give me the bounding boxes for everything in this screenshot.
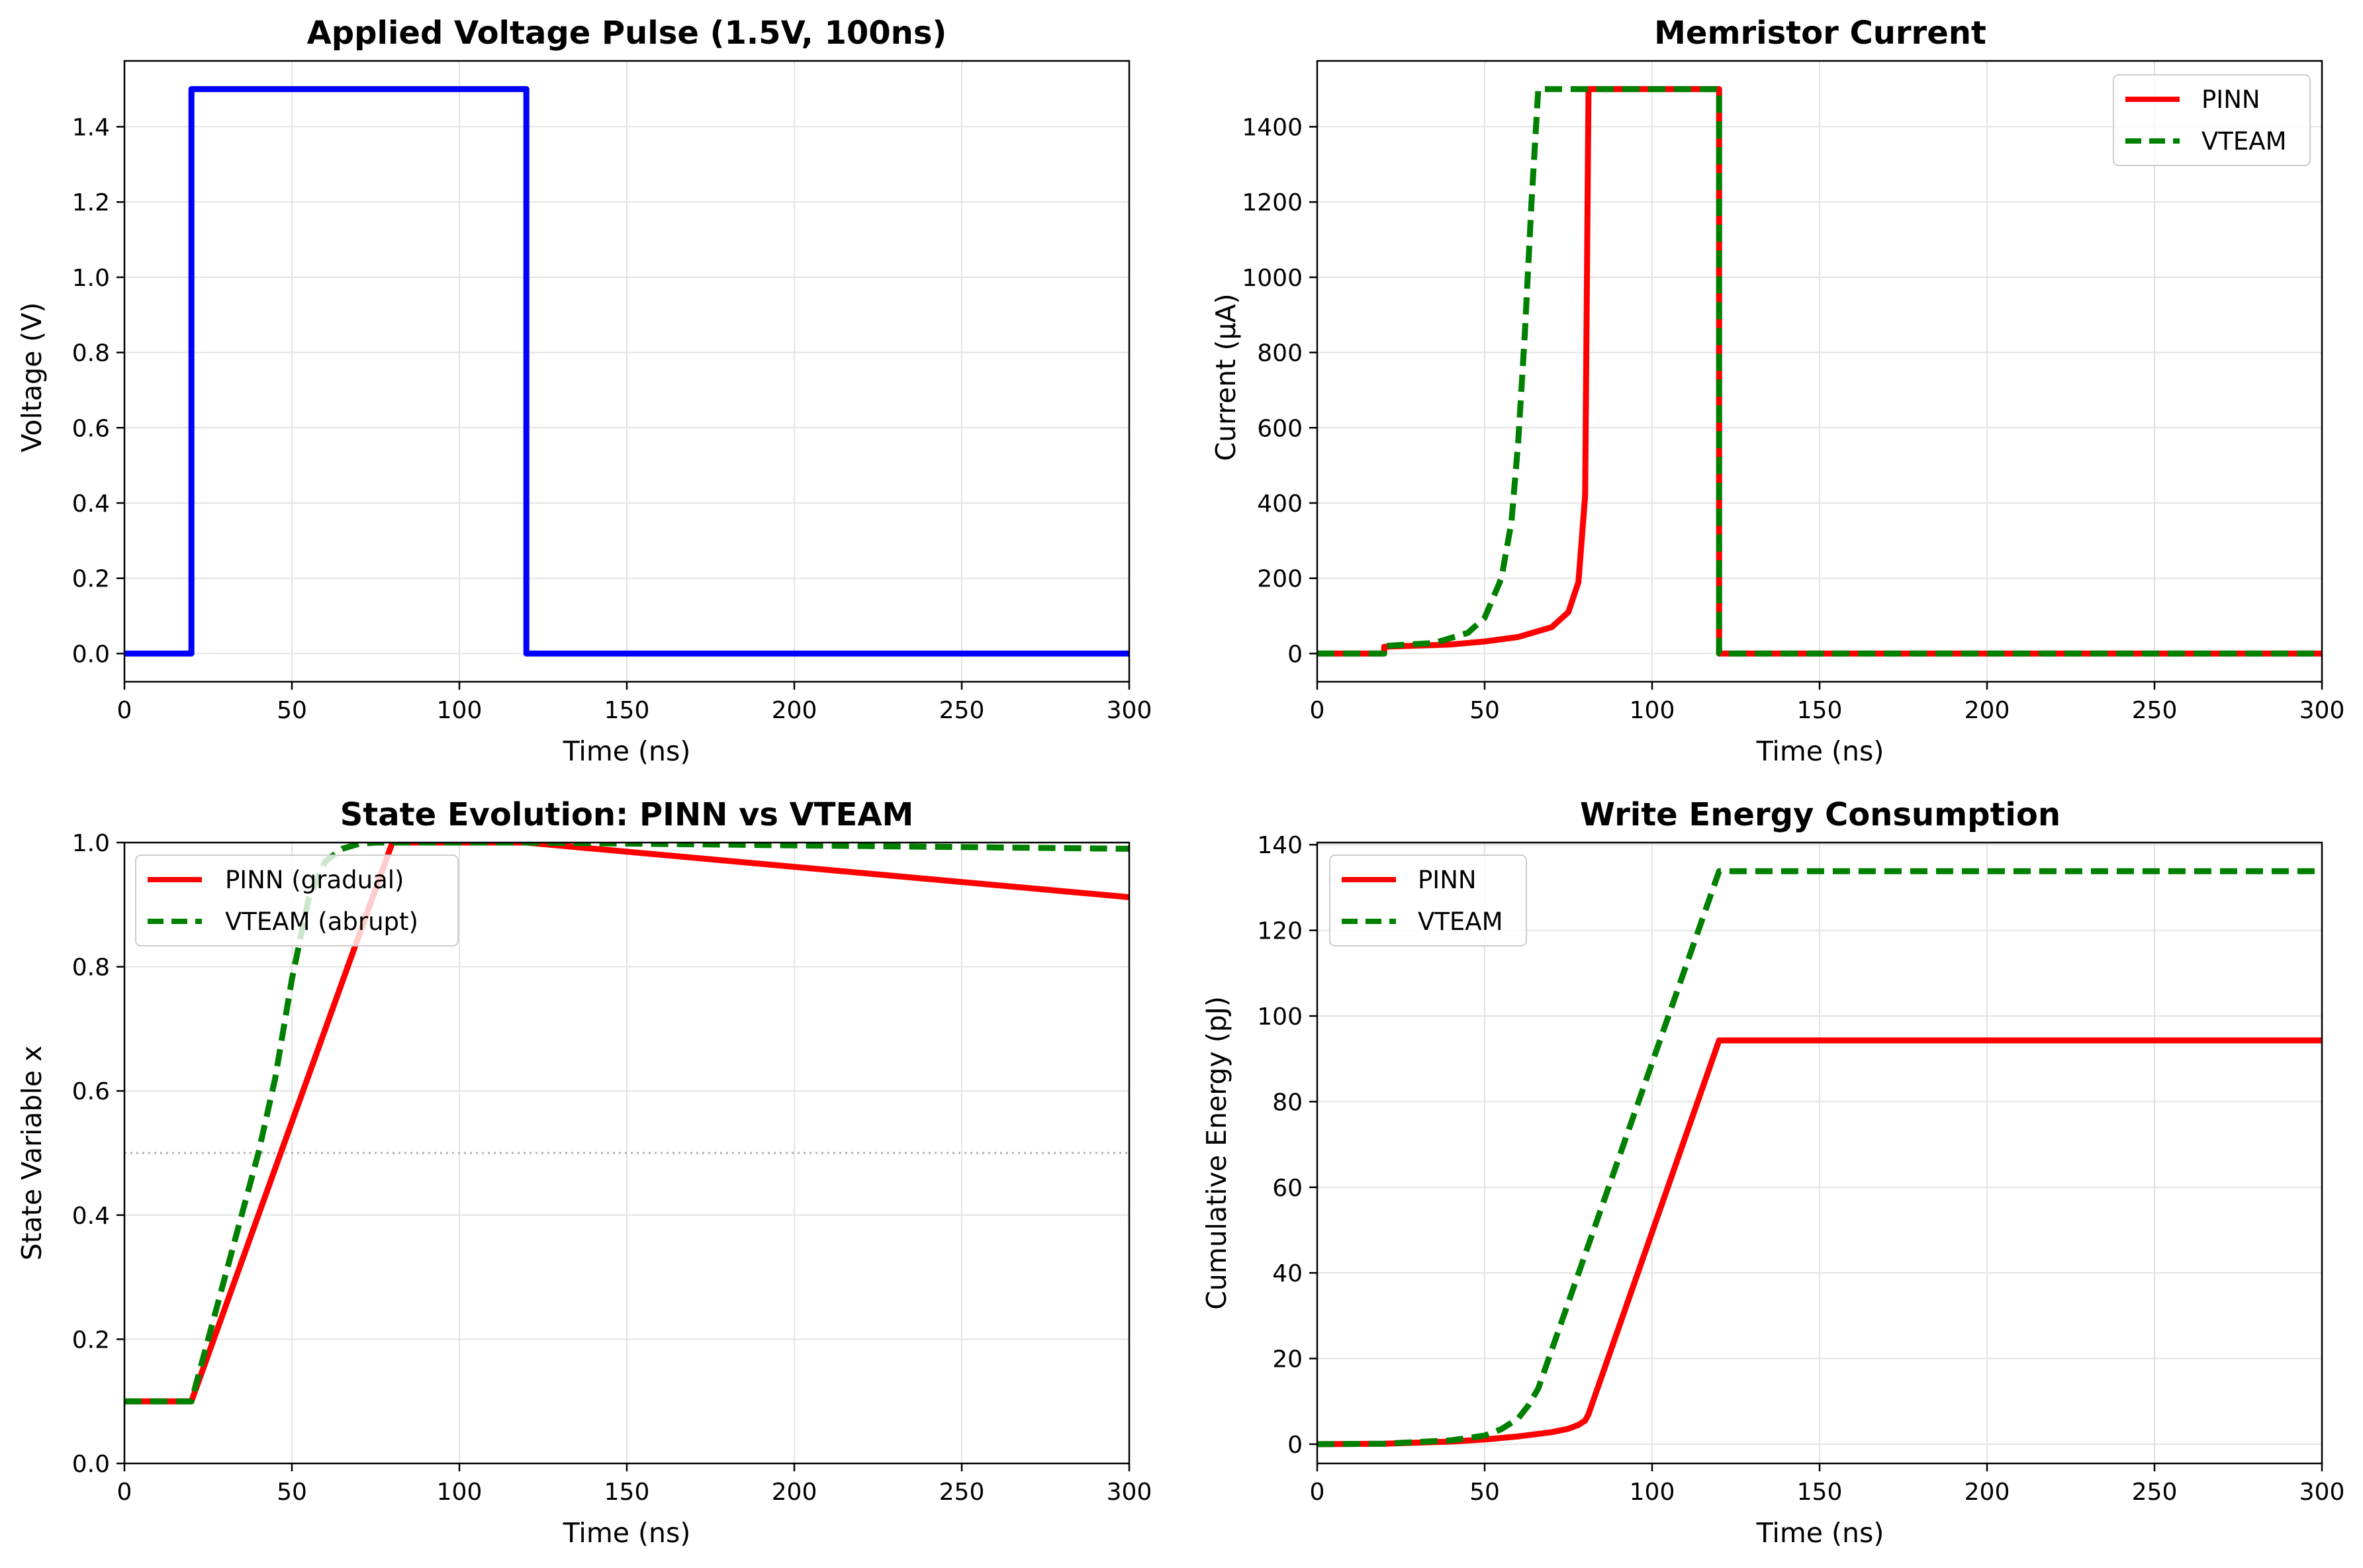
energy-ytick-label-7: 140 — [1257, 832, 1303, 859]
current-ytick-label-6: 1200 — [1242, 189, 1303, 216]
current-ytick-label-3: 600 — [1257, 415, 1303, 442]
state-title: State Evolution: PINN vs VTEAM — [340, 796, 914, 833]
energy-ytick-label-6: 120 — [1257, 918, 1303, 945]
voltage-plot-area: 0 50 100 150 200 250 300 0.0 0.2 0.4 0.6 0.8 1.0 1.2 1… — [72, 60, 1152, 724]
voltage-xtick-label-6: 300 — [1107, 697, 1152, 724]
voltage-xtick-label-4: 200 — [772, 697, 817, 724]
voltage-series-0-line — [124, 86, 1129, 657]
state-ytick-label-0: 0.0 — [72, 1451, 110, 1478]
current-xtick-label-1: 50 — [1469, 697, 1500, 724]
energy-xtick-label-6: 300 — [2299, 1479, 2345, 1506]
current-ylabel: Current (µA) — [1210, 293, 1242, 461]
voltage-xtick-label-3: 150 — [604, 697, 650, 724]
state-legend-pinn-label: PINN (gradual) — [225, 866, 404, 894]
energy-legend-pinn-label: PINN — [1418, 866, 1477, 894]
current-xtick-label-3: 150 — [1797, 697, 1843, 724]
voltage-ytick-label-3: 0.6 — [72, 415, 110, 442]
panel-energy: 0 50 100 150 200 250 300 0 20 40 60 80 100 120 140 Wri… — [1201, 796, 2344, 1549]
current-series-vteam-line — [1317, 86, 2322, 657]
panel-voltage: 0 50 100 150 200 250 300 0.0 0.2 0.4 0.6 0.8 1.0 1.2 1… — [16, 15, 1152, 767]
energy-xtick-label-0: 0 — [1310, 1479, 1325, 1506]
current-ytick-label-1: 200 — [1257, 566, 1303, 593]
state-legend: PINN (gradual) VTEAM (abrupt) — [135, 854, 459, 946]
current-legend-pinn-label: PINN — [2201, 85, 2260, 114]
voltage-ytick-label-0: 0.0 — [72, 641, 110, 668]
state-legend-vteam-label: VTEAM (abrupt) — [225, 907, 418, 936]
energy-legend-vteam-label: VTEAM — [1418, 907, 1503, 936]
voltage-xtick-label-5: 250 — [939, 697, 985, 724]
state-legend-frame — [135, 854, 459, 946]
energy-title: Write Energy Consumption — [1580, 796, 2061, 833]
energy-xtick-label-5: 250 — [2132, 1479, 2178, 1506]
energy-xtick-label-4: 200 — [1965, 1479, 2010, 1506]
state-series-pinn-gradual-line — [124, 843, 1129, 1405]
state-ytick-label-5: 1.0 — [72, 830, 110, 857]
energy-series-vteam-line — [1317, 868, 2322, 1448]
energy-ytick-label-1: 20 — [1272, 1346, 1303, 1373]
voltage-xtick-label-2: 100 — [437, 697, 483, 724]
voltage-ylabel: Voltage (V) — [16, 302, 48, 453]
state-xtick-label-4: 200 — [772, 1479, 817, 1506]
state-xtick-label-6: 300 — [1107, 1479, 1152, 1506]
current-ytick-label-7: 1400 — [1242, 114, 1303, 141]
energy-ytick-label-4: 80 — [1272, 1089, 1303, 1116]
panel-state: 0 50 100 150 200 250 300 0.0 0.2 0.4 0.6 0.8 1.0 Sta… — [16, 796, 1152, 1549]
energy-xlabel: Time (ns) — [1756, 1517, 1884, 1549]
current-xtick-label-2: 100 — [1630, 697, 1675, 724]
voltage-ytick-label-5: 1.0 — [72, 265, 110, 292]
energy-series-pinn-line — [1317, 1037, 2322, 1448]
current-xlabel: Time (ns) — [1756, 735, 1884, 767]
energy-ytick-label-2: 40 — [1272, 1260, 1303, 1287]
current-title: Memristor Current — [1654, 15, 1986, 52]
energy-ytick-label-5: 100 — [1257, 1003, 1303, 1031]
current-legend-vteam-label: VTEAM — [2201, 127, 2287, 156]
state-xtick-label-1: 50 — [277, 1479, 307, 1506]
state-ytick-label-1: 0.2 — [72, 1326, 110, 1354]
state-ytick-label-3: 0.6 — [72, 1078, 110, 1105]
state-plot-area: 0 50 100 150 200 250 300 0.0 0.2 0.4 0.6 0.8 1.0 — [72, 830, 1152, 1506]
current-ytick-label-5: 1000 — [1242, 265, 1303, 292]
state-ylabel: State Variable x — [16, 1046, 48, 1261]
energy-ylabel: Cumulative Energy (pJ) — [1201, 996, 1232, 1310]
state-xtick-label-5: 250 — [939, 1479, 985, 1506]
energy-ytick-label-3: 60 — [1272, 1175, 1303, 1202]
current-ytick-label-4: 800 — [1257, 340, 1303, 367]
voltage-ytick-label-2: 0.4 — [72, 490, 110, 518]
voltage-ytick-label-6: 1.2 — [72, 189, 110, 216]
current-ytick-label-2: 400 — [1257, 490, 1303, 518]
voltage-ytick-label-4: 0.8 — [72, 340, 110, 367]
current-xtick-label-0: 0 — [1310, 697, 1325, 724]
state-ytick-label-2: 0.4 — [72, 1203, 110, 1230]
state-xtick-label-0: 0 — [117, 1479, 132, 1506]
current-xtick-label-4: 200 — [1965, 697, 2010, 724]
panel-current: 0 50 100 150 200 250 300 0 200 400 600 800 1000 1200 1… — [1210, 15, 2344, 767]
current-legend: PINN VTEAM — [2113, 74, 2311, 166]
energy-xtick-label-3: 150 — [1797, 1479, 1843, 1506]
voltage-xlabel: Time (ns) — [563, 735, 691, 767]
state-xtick-label-2: 100 — [437, 1479, 483, 1506]
current-plot-area: 0 50 100 150 200 250 300 0 200 400 600 800 1000 1200 1… — [1242, 60, 2345, 724]
current-xtick-label-6: 300 — [2299, 697, 2345, 724]
energy-legend: PINN VTEAM — [1329, 854, 1527, 946]
state-ytick-label-4: 0.8 — [72, 954, 110, 982]
state-xtick-label-3: 150 — [604, 1479, 650, 1506]
voltage-ytick-label-1: 0.2 — [72, 566, 110, 593]
energy-xtick-label-2: 100 — [1630, 1479, 1675, 1506]
current-ytick-label-0: 0 — [1287, 641, 1303, 668]
voltage-ytick-label-7: 1.4 — [72, 114, 110, 141]
state-xlabel: Time (ns) — [563, 1517, 691, 1549]
voltage-xtick-label-1: 50 — [277, 697, 307, 724]
current-xtick-label-5: 250 — [2132, 697, 2178, 724]
energy-ytick-label-0: 0 — [1287, 1432, 1303, 1459]
voltage-title: Applied Voltage Pulse (1.5V, 100ns) — [307, 15, 947, 52]
voltage-xtick-label-0: 0 — [117, 697, 132, 724]
energy-xtick-label-1: 50 — [1469, 1479, 1500, 1506]
